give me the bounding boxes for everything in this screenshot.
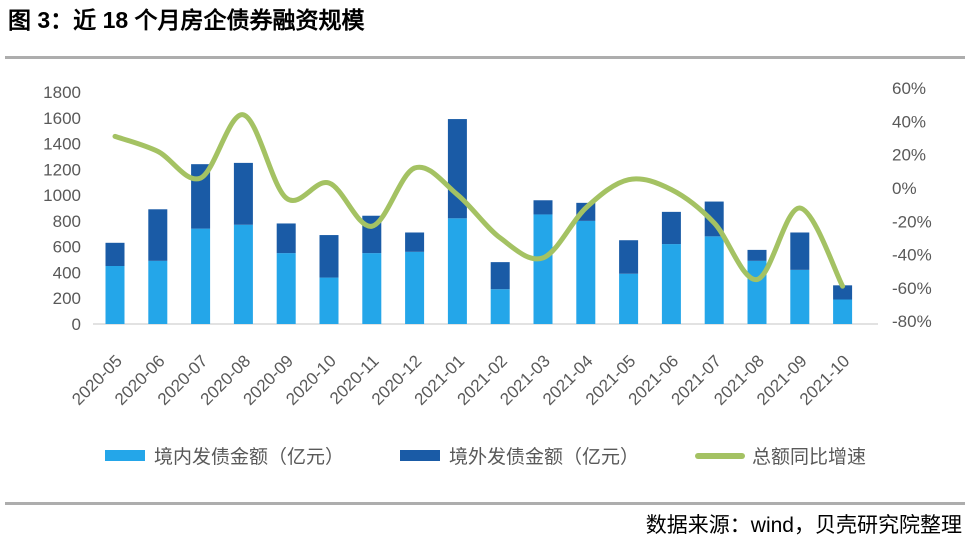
legend-swatch-growth-line	[695, 452, 745, 459]
bar-overseas-2020-05	[105, 242, 125, 266]
legend-label-domestic: 境内发债金额（亿元）	[154, 447, 345, 468]
bar-domestic-2021-10	[833, 299, 853, 324]
bar-overseas-2021-05	[619, 240, 639, 274]
bar-domestic-2021-02	[490, 289, 510, 324]
bar-domestic-2021-04	[576, 220, 596, 324]
bar-overseas-2021-08	[747, 249, 767, 261]
bar-overseas-2021-10	[833, 285, 853, 300]
footer-divider	[5, 502, 965, 505]
bar-domestic-2021-03	[533, 214, 553, 324]
left-axis-tick-400: 400	[53, 263, 81, 282]
left-axis-tick-1200: 1200	[43, 160, 81, 179]
bar-overseas-2021-03	[533, 200, 553, 215]
legend-swatch-overseas	[400, 450, 440, 461]
bar-domestic-2021-05	[619, 273, 639, 324]
figure-title: 图 3：近 18 个月房企债券融资规模	[8, 7, 365, 33]
bar-domestic-2020-06	[148, 260, 168, 324]
right-axis-tick-0%: 0%	[892, 179, 917, 198]
legend-label-overseas: 境外发债金额（亿元）	[449, 447, 640, 468]
bar-domestic-2020-10	[319, 277, 339, 324]
bar-overseas-2020-09	[276, 223, 296, 254]
bar-domestic-2021-07	[704, 236, 724, 324]
bar-domestic-2021-06	[661, 244, 681, 324]
left-axis-tick-1600: 1600	[43, 109, 81, 128]
right-axis-tick-40%: 40%	[892, 112, 926, 131]
right-axis-tick-20%: 20%	[892, 146, 926, 165]
legend-swatch-domestic	[105, 450, 145, 461]
bar-domestic-2020-12	[405, 251, 425, 324]
bar-overseas-2021-02	[490, 262, 510, 290]
left-axis-tick-200: 200	[53, 289, 81, 308]
left-axis-tick-0: 0	[72, 315, 81, 334]
bar-overseas-2021-09	[790, 232, 810, 270]
bar-domestic-2020-05	[105, 266, 125, 324]
bar-domestic-2020-08	[233, 224, 253, 324]
left-axis-tick-1800: 1800	[43, 83, 81, 102]
right-axis-tick--40%: -40%	[892, 246, 932, 265]
legend-item-growth: 总额同比增速	[695, 442, 866, 469]
bar-overseas-2021-06	[661, 211, 681, 245]
bar-domestic-2020-09	[276, 253, 296, 324]
growth-line	[112, 112, 846, 289]
bar-overseas-2020-12	[405, 232, 425, 252]
bar-domestic-2020-07	[191, 228, 211, 324]
bar-overseas-2020-08	[233, 162, 253, 225]
left-axis-tick-1400: 1400	[43, 135, 81, 154]
bar-overseas-2020-10	[319, 235, 339, 278]
right-axis-tick--20%: -20%	[892, 212, 932, 231]
bar-domestic-2021-09	[790, 269, 810, 324]
bar-domestic-2021-01	[447, 218, 467, 324]
bar-domestic-2020-11	[362, 253, 382, 324]
right-axis-tick--60%: -60%	[892, 279, 932, 298]
bar-overseas-2020-06	[148, 209, 168, 261]
left-axis-tick-1000: 1000	[43, 186, 81, 205]
right-axis-tick--80%: -80%	[892, 312, 932, 331]
left-axis-tick-600: 600	[53, 238, 81, 257]
right-axis-tick-60%: 60%	[892, 79, 926, 98]
data-source: 数据来源：wind，贝壳研究院整理	[645, 514, 962, 537]
legend-label-growth: 总额同比增速	[752, 447, 867, 468]
title-divider	[5, 56, 965, 59]
left-axis-tick-800: 800	[53, 212, 81, 231]
legend-item-domestic: 境内发债金额（亿元）	[105, 442, 344, 469]
legend-item-overseas: 境外发债金额（亿元）	[400, 442, 639, 469]
